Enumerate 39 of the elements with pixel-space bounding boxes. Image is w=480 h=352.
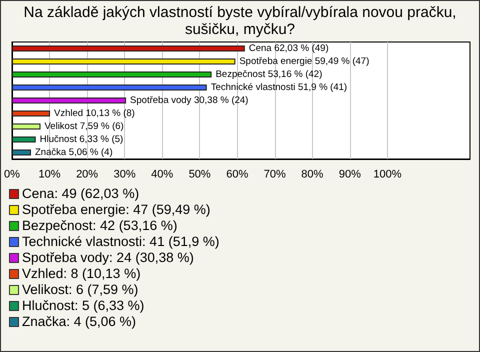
chart-title: Na základě jakých vlastností byste vybíral/vybírala novou pračku, sušičku, myčku? (22, 4, 458, 38)
bar (12, 136, 36, 142)
bar (12, 98, 126, 104)
x-tick-label: 70% (264, 168, 286, 180)
text: Velikost: 6 (7,59 %) (22, 282, 138, 298)
data-label: Cena 62,03 % (49) (248, 43, 329, 54)
x-tick-label: 80% (301, 168, 324, 180)
text: Bezpečnost: 42 (53,16 %) (22, 218, 178, 234)
data-label: Vzhled 10,13 % (8) (54, 108, 135, 119)
bar (12, 72, 212, 78)
x-tick-label: 10% (38, 168, 61, 180)
text: Značka: 4 (5,06 %) (22, 314, 136, 330)
x-tick-label: 90% (338, 168, 362, 180)
x-tick-label: 60% (226, 168, 248, 180)
data-label: Hlučnost 6,33 % (5) (40, 134, 124, 145)
bar (12, 150, 31, 156)
data-label: Velikost 7,59 % (6) (44, 121, 124, 132)
data-label: Bezpečnost 53,16 % (42) (216, 69, 322, 80)
x-tick-label: 0% (4, 168, 20, 180)
data-label: Značka 5,06 % (4) (34, 147, 113, 158)
bar (12, 110, 50, 116)
x-tick-label: 100% (373, 168, 402, 180)
text: Vzhled: 8 (10,13 %) (22, 266, 141, 282)
text: Spotřeba energie: 47 (59,49 %) (22, 202, 210, 218)
text: Spotřeba vody: 24 (30,38 %) (22, 250, 194, 266)
x-tick-label: 40% (151, 168, 174, 180)
bar (12, 84, 207, 90)
x-tick-label: 50% (188, 168, 211, 180)
text: Technické vlastnosti: 41 (51,9 %) (22, 234, 220, 250)
text: Cena: 49 (62,03 %) (22, 186, 140, 202)
bar (12, 58, 236, 64)
bar (12, 46, 245, 52)
data-label: Spotřeba vody 30,38 % (24) (130, 95, 248, 106)
bar (12, 124, 40, 130)
x-tick-label: 30% (114, 168, 136, 180)
x-tick-label: 20% (76, 168, 98, 180)
text: Hlučnost: 5 (6,33 %) (22, 298, 144, 314)
data-label: Technické vlastnosti 51,9 % (41) (210, 82, 348, 93)
data-label: Spotřeba energie 59,49 % (47) (239, 56, 370, 67)
